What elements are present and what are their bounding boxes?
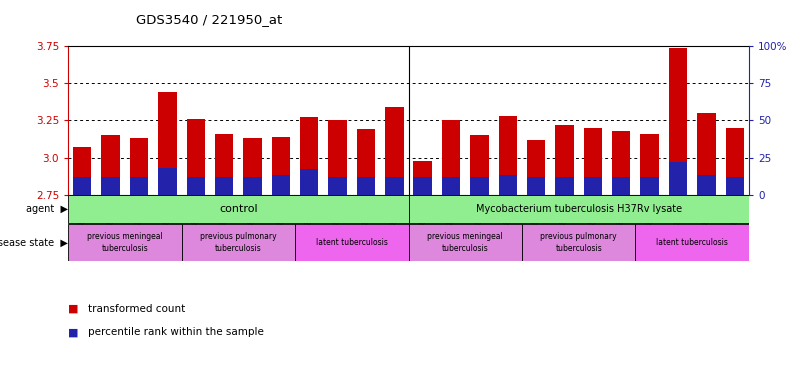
- Bar: [187, 119, 205, 195]
- Bar: [244, 138, 262, 195]
- Bar: [73, 177, 91, 195]
- Bar: [187, 177, 205, 195]
- Bar: [409, 224, 522, 261]
- Bar: [612, 131, 630, 195]
- Bar: [130, 138, 148, 195]
- Bar: [244, 177, 262, 195]
- Bar: [356, 129, 375, 195]
- Bar: [158, 92, 176, 195]
- Text: Mycobacterium tuberculosis H37Rv lysate: Mycobacterium tuberculosis H37Rv lysate: [476, 204, 682, 214]
- Bar: [385, 107, 404, 195]
- Bar: [669, 48, 687, 195]
- Bar: [182, 224, 295, 261]
- Bar: [413, 177, 432, 195]
- Bar: [158, 168, 176, 195]
- Bar: [527, 177, 545, 195]
- Bar: [328, 121, 347, 195]
- Text: control: control: [219, 204, 258, 214]
- Text: ■: ■: [68, 327, 78, 337]
- Bar: [413, 161, 432, 195]
- Bar: [726, 128, 744, 195]
- Bar: [726, 177, 744, 195]
- Bar: [555, 125, 574, 195]
- Bar: [669, 162, 687, 195]
- Text: previous pulmonary
tuberculosis: previous pulmonary tuberculosis: [541, 232, 617, 253]
- Bar: [295, 224, 409, 261]
- Bar: [272, 137, 290, 195]
- Bar: [215, 177, 233, 195]
- Bar: [498, 116, 517, 195]
- Text: latent tuberculosis: latent tuberculosis: [316, 238, 388, 247]
- Bar: [130, 177, 148, 195]
- Bar: [102, 135, 120, 195]
- Text: percentile rank within the sample: percentile rank within the sample: [88, 327, 264, 337]
- Bar: [68, 195, 409, 223]
- Text: previous pulmonary
tuberculosis: previous pulmonary tuberculosis: [200, 232, 276, 253]
- Bar: [635, 224, 749, 261]
- Bar: [385, 177, 404, 195]
- Text: previous meningeal
tuberculosis: previous meningeal tuberculosis: [428, 232, 503, 253]
- Bar: [470, 135, 489, 195]
- Bar: [356, 177, 375, 195]
- Bar: [328, 177, 347, 195]
- Bar: [612, 177, 630, 195]
- Bar: [68, 224, 182, 261]
- Bar: [697, 113, 715, 195]
- Bar: [409, 195, 749, 223]
- Text: disease state  ▶: disease state ▶: [0, 238, 68, 248]
- Text: transformed count: transformed count: [88, 304, 185, 314]
- Bar: [527, 140, 545, 195]
- Bar: [470, 177, 489, 195]
- Bar: [697, 175, 715, 195]
- Bar: [215, 134, 233, 195]
- Text: previous meningeal
tuberculosis: previous meningeal tuberculosis: [87, 232, 163, 253]
- Text: GDS3540 / 221950_at: GDS3540 / 221950_at: [136, 13, 283, 26]
- Text: agent  ▶: agent ▶: [26, 204, 68, 214]
- Bar: [272, 175, 290, 195]
- Bar: [584, 177, 602, 195]
- Bar: [102, 177, 120, 195]
- Bar: [442, 177, 461, 195]
- Bar: [641, 177, 659, 195]
- Text: latent tuberculosis: latent tuberculosis: [656, 238, 728, 247]
- Bar: [300, 169, 319, 195]
- Bar: [73, 147, 91, 195]
- Bar: [641, 134, 659, 195]
- Bar: [555, 177, 574, 195]
- Bar: [300, 118, 319, 195]
- Bar: [584, 128, 602, 195]
- Bar: [522, 224, 635, 261]
- Bar: [442, 121, 461, 195]
- Bar: [498, 175, 517, 195]
- Text: ■: ■: [68, 304, 78, 314]
